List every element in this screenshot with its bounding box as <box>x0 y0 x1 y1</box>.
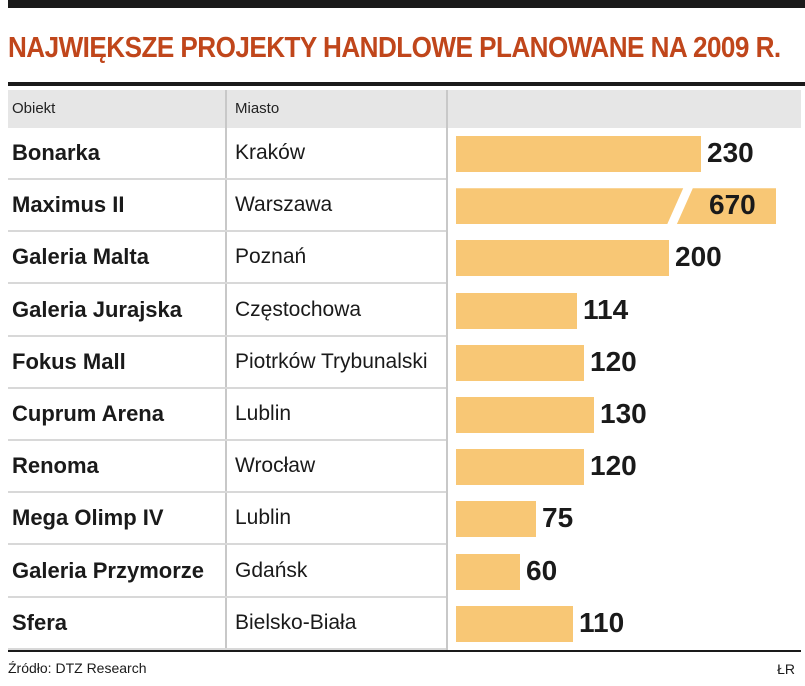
title-rule <box>8 82 805 86</box>
bar <box>456 501 536 538</box>
table-row: Cuprum Arena Lublin 130 <box>8 389 801 441</box>
row-divider <box>8 647 446 650</box>
row-city: Piotrków Trybunalski <box>235 349 428 373</box>
bar-value-label: 75 <box>542 502 574 534</box>
bar <box>456 449 584 486</box>
column-separator-1 <box>225 90 227 650</box>
table-row: Sfera Bielsko-Biała 110 <box>8 598 801 650</box>
table-header: Obiekt Miasto <box>8 90 801 128</box>
bar <box>456 553 520 590</box>
bar-tail <box>676 188 776 225</box>
row-name: Galeria Jurajska <box>12 296 183 322</box>
table-row: Fokus Mall Piotrków Trybunalski 120 <box>8 337 801 389</box>
row-city: Poznań <box>235 245 307 269</box>
bar <box>456 605 573 642</box>
bar <box>456 240 669 277</box>
bar-value-label: 110 <box>579 606 625 638</box>
header-obiekt: Obiekt <box>12 100 56 117</box>
row-divider <box>8 386 446 389</box>
bar-value-label: 60 <box>526 554 558 586</box>
header-miasto: Miasto <box>235 100 280 117</box>
row-city: Gdańsk <box>235 558 308 582</box>
row-name: Fokus Mall <box>12 348 126 374</box>
row-divider <box>8 230 446 233</box>
table-row: Maximus II Warszawa 670 <box>8 180 801 233</box>
row-city: Lublin <box>235 506 292 530</box>
row-divider <box>8 178 446 180</box>
table-row: Galeria Jurajska Częstochowa 114 <box>8 285 801 337</box>
row-name: Cuprum Arena <box>12 401 164 426</box>
row-name: Mega Olimp IV <box>12 505 164 531</box>
bar-value-label: 120 <box>590 450 637 482</box>
table-row: Bonarka Kraków 230 <box>8 128 801 180</box>
chart-title: NAJWIĘKSZE PROJEKTY HANDLOWE PLANOWANE N… <box>8 32 781 64</box>
row-divider <box>8 595 446 598</box>
row-name: Renoma <box>12 453 99 479</box>
table-row: Mega Olimp IV Lublin 75 <box>8 493 801 546</box>
row-city: Bielsko-Biała <box>235 610 357 634</box>
row-divider <box>8 334 446 337</box>
row-name: Galeria Przymorze <box>12 557 204 583</box>
bottom-rule <box>8 650 801 652</box>
bar <box>456 188 684 225</box>
bar-value-label: 120 <box>590 345 637 377</box>
table-row: Galeria Przymorze Gdańsk 60 <box>8 546 801 598</box>
row-name: Maximus II <box>12 192 125 218</box>
source-note: Źródło: DTZ Research <box>8 660 147 676</box>
top-rule <box>8 0 805 8</box>
author-credit: ŁR <box>777 661 795 677</box>
row-city: Częstochowa <box>235 297 362 321</box>
row-city: Warszawa <box>235 193 333 217</box>
bar <box>456 397 594 433</box>
table-row: Galeria Malta Poznań 200 <box>8 232 801 285</box>
bar <box>456 292 577 329</box>
row-divider <box>8 491 446 494</box>
bar-value-label: 114 <box>583 293 629 325</box>
row-city: Kraków <box>235 141 306 164</box>
bar-value-label: 130 <box>600 398 647 429</box>
bar-value-label: 200 <box>675 241 722 273</box>
column-separator-2 <box>446 90 448 650</box>
row-city: Wrocław <box>235 454 316 478</box>
row-city: Lublin <box>235 402 292 425</box>
bar-value-label: 670 <box>709 189 756 221</box>
row-divider <box>8 439 446 441</box>
row-name: Bonarka <box>12 140 101 165</box>
bar <box>456 344 584 381</box>
bar <box>456 136 701 172</box>
row-divider <box>8 282 446 285</box>
row-name: Sfera <box>12 609 68 635</box>
row-name: Galeria Malta <box>12 244 149 270</box>
row-divider <box>8 543 446 546</box>
bar-value-label: 230 <box>707 137 754 168</box>
table-row: Renoma Wrocław 120 <box>8 441 801 494</box>
